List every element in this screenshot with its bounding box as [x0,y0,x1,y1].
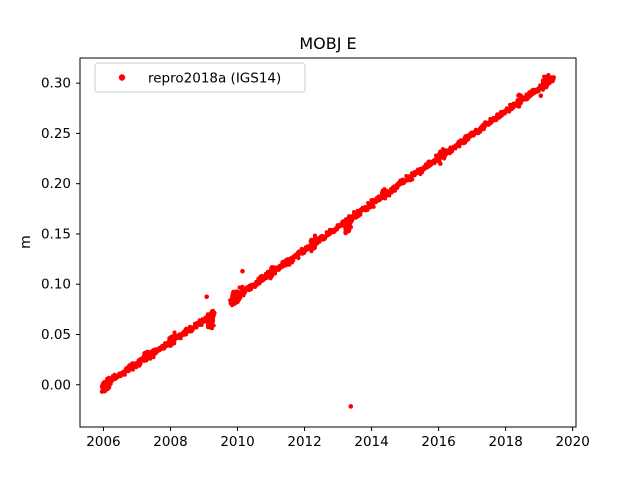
y-tick-label: 0.20 [41,176,71,192]
legend-entry-label: repro2018a (IGS14) [148,71,281,87]
x-tick-label: 2018 [488,434,522,450]
y-axis-label: m [18,235,34,249]
x-tick-label: 2008 [153,434,187,450]
x-tick-label: 2020 [555,434,589,450]
y-tick-label: 0.15 [41,226,71,242]
y-tick-label: 0.10 [41,277,71,293]
outlier-data-point [538,93,544,98]
y-tick-label: 0.00 [41,377,71,393]
y-tick-label: 0.25 [41,126,71,142]
legend-box [94,62,306,93]
legend-marker-dot [118,74,126,81]
y-tick-label: 0.30 [41,76,71,92]
outlier-data-point [204,294,209,300]
chart-title: MOBJ E [299,34,356,53]
axes-frame [79,57,577,428]
x-axis-ticks: 2006 2008 2010 2012 2014 2016 2018 2020 [86,427,590,450]
outlier-data-point [348,404,354,409]
scatter-points [99,73,556,409]
x-tick-label: 2012 [287,434,321,450]
x-tick-label: 2006 [86,434,120,450]
outlier-data-point [438,161,443,166]
outlier-data-point [240,268,245,274]
x-tick-label: 2016 [421,434,455,450]
y-tick-label: 0.05 [41,327,71,343]
legend: repro2018a (IGS14) [94,62,306,93]
x-tick-label: 2010 [220,434,254,450]
y-axis-ticks: 0.00 0.05 0.10 0.15 0.20 0.25 0.30 [41,76,80,393]
x-tick-label: 2014 [354,434,388,450]
